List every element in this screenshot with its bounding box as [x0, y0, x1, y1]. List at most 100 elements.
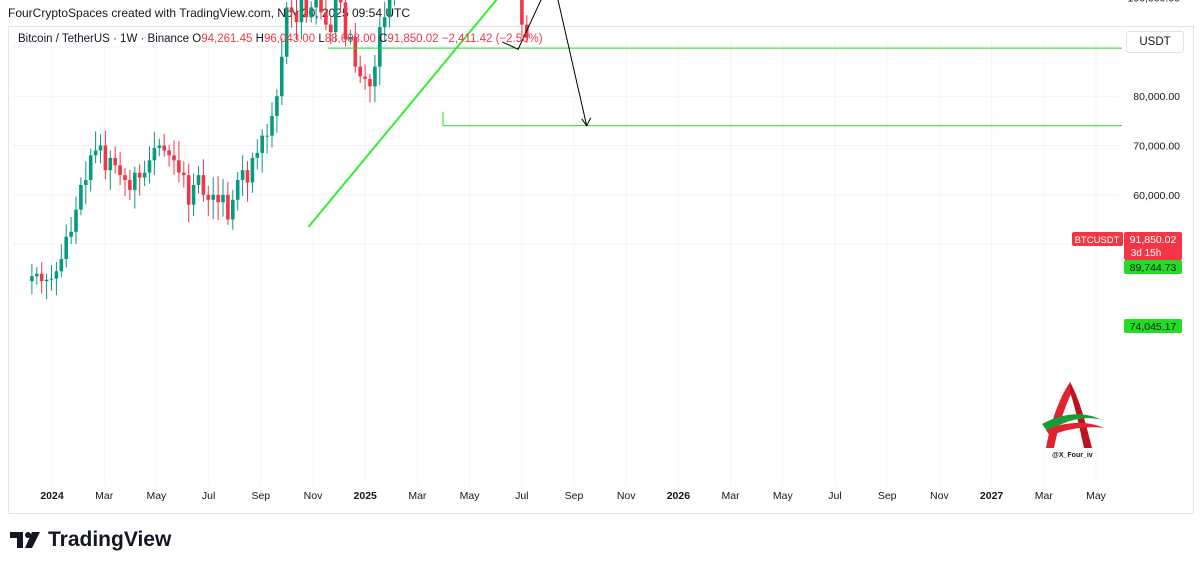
x-tick-label: Sep [251, 490, 270, 502]
x-tick-label: Nov [617, 490, 636, 502]
low-value: 88,608.00 [324, 33, 376, 45]
low-label: L [318, 33, 325, 45]
last-price-tag-bg [1124, 232, 1182, 260]
symbol-tag-bg [1072, 232, 1123, 246]
candle-body [221, 194, 225, 203]
candle-body [123, 175, 127, 181]
x-tick-label: May [773, 490, 794, 502]
x-tick-label: Jul [202, 490, 215, 502]
candle-body [118, 165, 122, 176]
legend-symbol[interactable]: Bitcoin / TetherUS · 1W · Binance [18, 33, 190, 45]
candle-body [235, 180, 240, 200]
candle-body [79, 184, 83, 210]
candle-body [284, 7, 289, 57]
x-tick-label: Mar [1035, 490, 1054, 502]
candle-body [84, 180, 88, 185]
candle-body [147, 160, 152, 173]
change-value: −2,411.42 (−2.56%) [441, 33, 543, 45]
candle-body [128, 180, 132, 190]
candle-body [186, 175, 191, 205]
open-label: O [192, 33, 202, 45]
candle-body [329, 24, 333, 33]
x-tick-label: 2027 [980, 490, 1004, 502]
candle-body [113, 157, 117, 166]
x-tick-label: May [1086, 490, 1107, 502]
candle-body [191, 184, 196, 205]
currency-button[interactable]: USDT [1126, 31, 1184, 53]
candle-body [324, 12, 328, 25]
candle-body [309, 7, 313, 18]
candle-body [382, 17, 387, 28]
x-tick-label: May [146, 490, 167, 502]
chart-grid [12, 40, 1118, 485]
candle-body [280, 56, 284, 97]
close-label: C [379, 33, 388, 45]
level-2-tag: 74,045.17 [1130, 321, 1177, 333]
candle-body [157, 145, 162, 148]
x-tick-label: Sep [878, 490, 897, 502]
candle-body [59, 258, 64, 272]
level-1-tag: 89,744.73 [1130, 262, 1177, 274]
candle-body [182, 172, 186, 176]
time-axis: 2024 Mar May Jul Sep Nov 2025 Mar May Jul Sep Nov 20… [40, 490, 1106, 502]
watermark-logo [1042, 382, 1104, 448]
candle-body [333, 0, 338, 33]
candle-body [216, 194, 220, 203]
candle-body [88, 155, 93, 181]
candle-body [358, 66, 362, 77]
x-tick-label: 2025 [354, 490, 378, 502]
candle-body [231, 199, 235, 220]
high-label: H [255, 33, 264, 45]
candle-body [167, 150, 171, 156]
candle-body [338, 0, 343, 3]
candle-body [49, 278, 54, 280]
candle-body [373, 66, 377, 87]
candle-body [54, 271, 59, 279]
candle-body [343, 2, 348, 40]
x-tick-label: Sep [565, 490, 584, 502]
price-tags: BTCUSDT 91,850.02 3d 15h 89,744.73 74,04… [1072, 232, 1182, 333]
y-tick-label: 80,000.00 [1133, 91, 1180, 103]
y-tick-label: 100,000.00 [1127, 0, 1180, 5]
candle-body [211, 194, 215, 200]
projection-path [502, 0, 588, 126]
candle-body [363, 76, 367, 79]
watermark-swoosh-red [1046, 422, 1104, 436]
y-tick-label: 70,000.00 [1133, 141, 1180, 153]
candle-body [314, 0, 318, 8]
candle-body [250, 157, 255, 183]
x-tick-label: Nov [304, 490, 323, 502]
candle-body [39, 273, 44, 282]
candle-body [98, 145, 103, 151]
x-tick-label: Jul [515, 490, 528, 502]
candle-body [172, 155, 176, 161]
candle-body [348, 37, 353, 40]
candle-body [353, 37, 358, 67]
trendline [307, 0, 498, 228]
candles [30, 0, 529, 300]
candle-body [226, 194, 230, 220]
last-price-tag: 91,850.02 [1130, 234, 1177, 246]
candle-body [35, 273, 39, 277]
level-2-tag-bg [1124, 319, 1182, 333]
close-value: 91,850.02 [387, 33, 439, 45]
x-tick-label: 2024 [40, 490, 64, 502]
x-tick-label: Mar [722, 490, 741, 502]
candle-body [103, 145, 108, 171]
candle-body [74, 209, 78, 232]
chart-frame [8, 26, 1194, 514]
candle-body [319, 0, 323, 13]
level-1-tag-bg [1124, 260, 1182, 274]
watermark-swoosh-green [1042, 414, 1102, 432]
candle-body [368, 78, 372, 87]
candle-body [93, 150, 98, 156]
tradingview-logo[interactable]: TradingView [10, 528, 171, 552]
candle-body [206, 194, 211, 200]
y-tick-label: 60,000.00 [1133, 190, 1180, 202]
candle-body [299, 0, 304, 23]
candle-body [44, 279, 49, 282]
x-tick-label: Mar [408, 490, 427, 502]
tradingview-logo-icon [10, 532, 40, 548]
candle-body [240, 170, 245, 181]
